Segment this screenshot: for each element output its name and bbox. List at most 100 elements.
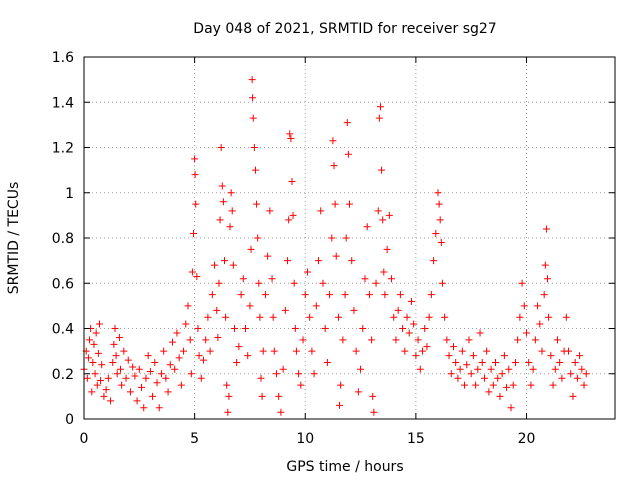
data-point [509,381,517,389]
data-point [365,291,373,299]
x-axis-label: GPS time / hours [286,459,403,475]
data-point [516,313,524,321]
data-point [500,352,508,360]
data-point [140,404,148,412]
data-point [330,162,338,170]
data-point [182,320,190,328]
data-point [256,313,264,321]
data-point [160,347,168,355]
data-point [109,358,117,366]
data-point [480,374,488,382]
data-point [467,370,475,378]
data-point [489,381,497,389]
axis-ticks [83,56,615,420]
data-point [405,329,413,337]
data-point [582,370,590,378]
data-point [518,279,526,287]
data-point [520,302,528,310]
data-point [511,358,519,366]
data-point [297,381,305,389]
data-point [401,347,409,355]
data-point [100,392,108,400]
data-point [375,114,383,122]
data-point [363,223,371,231]
data-point [177,381,185,389]
data-point [538,347,546,355]
data-point [84,354,92,362]
x-tick-label: 20 [518,431,536,447]
data-point [129,363,137,371]
data-point [317,207,325,215]
data-point [180,347,188,355]
data-point [246,302,254,310]
data-point [115,334,123,342]
data-point [547,352,555,360]
data-point [92,329,100,337]
data-point [164,388,172,396]
data-point [146,367,154,375]
data-point [216,216,224,224]
data-point [339,336,347,344]
data-point [272,370,280,378]
data-point [126,388,134,396]
data-point [237,291,245,299]
data-point [204,313,212,321]
data-point [98,361,106,369]
data-point [270,347,278,355]
data-point [310,370,318,378]
data-point [454,374,462,382]
data-point [427,291,435,299]
data-point [215,279,223,287]
data-point [435,200,443,208]
data-point [534,302,542,310]
data-point [235,343,243,351]
data-point [277,408,285,416]
data-point [229,261,237,269]
data-point [222,313,230,321]
data-point [217,144,225,151]
data-point [253,200,261,208]
data-point [540,291,548,299]
data-point [458,347,466,355]
data-point [308,347,316,355]
data-point [378,166,386,174]
data-point [498,370,506,378]
data-point [299,336,307,344]
data-point [93,381,101,389]
data-point [483,347,491,355]
y-tick-label: 1.2 [52,141,74,157]
data-point [264,252,272,260]
data-point [133,397,141,405]
data-point [580,381,588,389]
data-point [250,144,258,151]
x-tick-label: 5 [190,431,199,447]
data-point [394,306,402,314]
data-point [461,381,469,389]
data-point [336,401,344,409]
data-point [284,257,292,265]
data-point [104,374,112,382]
data-point [107,397,115,405]
data-point [343,119,351,127]
y-tick-label: 1 [65,186,74,202]
data-point [434,189,442,197]
data-point [193,272,201,280]
data-point [399,325,407,332]
data-point [421,325,429,332]
data-point [423,343,431,351]
data-point [218,182,226,190]
data-point [432,229,440,237]
data-point [329,137,337,145]
data-point [525,358,533,366]
data-point [249,114,257,122]
data-point [334,313,342,321]
data-point [361,275,369,283]
data-point [578,365,586,373]
data-point [275,392,283,400]
y-tick-label: 0 [65,412,74,428]
data-point [162,374,170,382]
data-point [372,279,380,287]
data-point [211,261,219,269]
data-point [254,234,262,242]
data-point [416,365,424,373]
